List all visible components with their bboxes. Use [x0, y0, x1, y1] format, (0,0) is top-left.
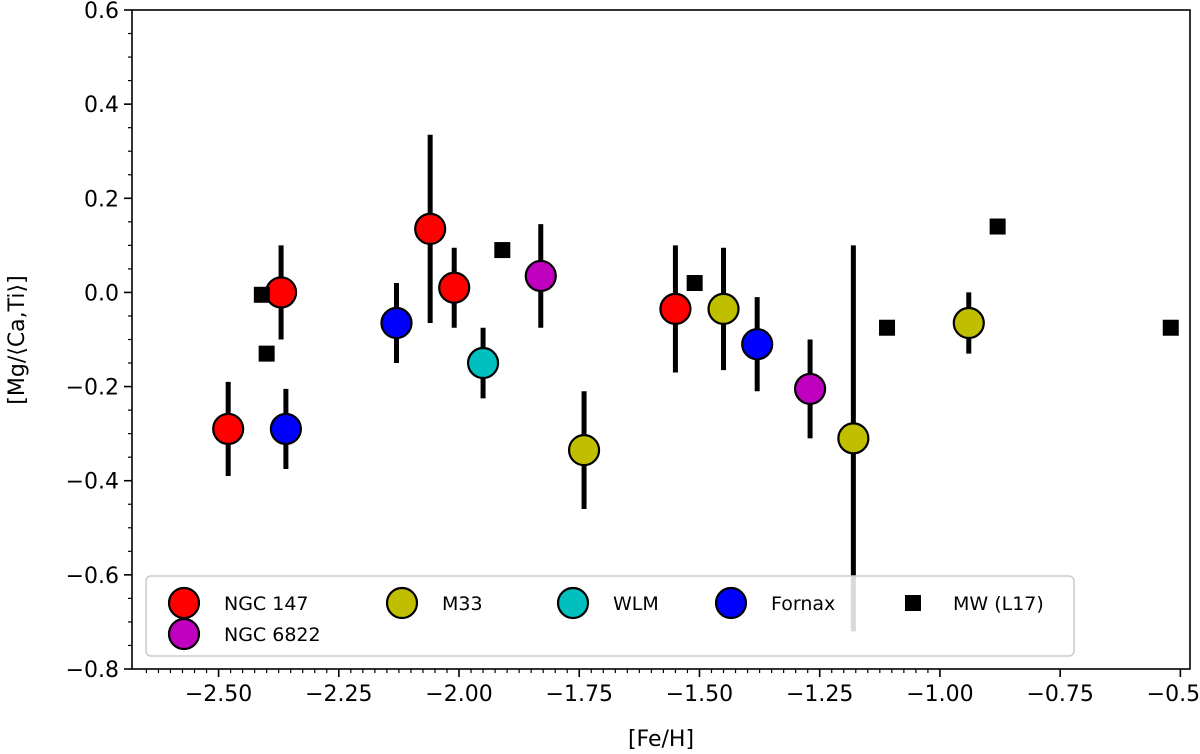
plot-area-frame — [131, 9, 1191, 670]
point-ngc-147 — [414, 212, 447, 245]
point-mw-l17 — [253, 286, 270, 303]
legend-label-ngc-6822: NGC 6822 — [224, 624, 321, 646]
y-tick-label: 0.6 — [84, 0, 119, 24]
x-tick-label: −0.50 — [1147, 682, 1200, 707]
x-tick-label: −1.25 — [786, 682, 853, 707]
x-tick-label: −1.50 — [666, 682, 733, 707]
point-fornax — [269, 412, 302, 446]
x-tick-label: −1.75 — [546, 682, 613, 707]
y-tick-label: −0.4 — [66, 470, 119, 495]
point-ngc-6822 — [793, 372, 827, 406]
legend-label-m33: M33 — [442, 593, 483, 615]
x-tick-label: −1.00 — [906, 682, 973, 707]
point-mw-l17 — [1162, 319, 1179, 336]
legend-marker-wlm — [556, 586, 590, 620]
point-ngc-147 — [438, 271, 471, 304]
x-tick-label: −2.50 — [185, 682, 252, 707]
legend-marker-m33 — [385, 586, 419, 620]
point-m33 — [837, 422, 870, 455]
data-markers — [212, 212, 1179, 467]
y-tick-label: 0.4 — [84, 93, 119, 118]
x-tick-label: −0.75 — [1026, 682, 1093, 707]
point-fornax — [741, 328, 774, 361]
legend: NGC 147 M33 WLM Fornax MW (L17) NGC 6822 — [145, 575, 1075, 657]
point-m33 — [567, 434, 601, 467]
point-m33 — [707, 292, 740, 326]
legend-frame — [145, 575, 1075, 657]
point-mw-l17 — [989, 218, 1006, 235]
y-tick-label: −0.8 — [66, 658, 119, 683]
y-tick-label: 0.2 — [84, 187, 119, 212]
point-ngc-147 — [212, 412, 245, 446]
legend-marker-fornax — [714, 586, 748, 620]
point-wlm — [466, 346, 500, 380]
point-m33 — [952, 306, 985, 340]
legend-label-wlm: WLM — [613, 593, 659, 615]
y-tick-label: 0.0 — [84, 281, 119, 306]
x-axis-label: [Fe/H] — [628, 727, 694, 752]
error-bars — [225, 134, 972, 632]
point-mw-l17 — [686, 275, 703, 292]
point-fornax — [380, 306, 413, 340]
legend-label-ngc-147: NGC 147 — [224, 593, 309, 615]
y-tick-label: −0.2 — [66, 376, 119, 401]
x-tick-label: −2.25 — [305, 682, 372, 707]
point-mw-l17 — [879, 319, 896, 336]
point-ngc-6822 — [524, 259, 557, 293]
y-tick-label: −0.6 — [66, 564, 119, 589]
legend-marker-ngc-6822 — [167, 617, 201, 651]
legend-label-fornax: Fornax — [771, 593, 835, 615]
point-ngc-147 — [264, 276, 298, 309]
point-mw-l17 — [258, 345, 275, 362]
legend-label-mw-l17: MW (L17) — [953, 593, 1044, 615]
y-axis-label: [Mg/⟨Ca,Ti⟩] — [5, 275, 30, 404]
point-mw-l17 — [494, 242, 511, 259]
legend-marker-mw-l17 — [905, 595, 921, 611]
x-tick-label: −2.00 — [425, 682, 492, 707]
point-ngc-147 — [659, 292, 692, 326]
legend-marker-ngc-147 — [167, 586, 201, 620]
